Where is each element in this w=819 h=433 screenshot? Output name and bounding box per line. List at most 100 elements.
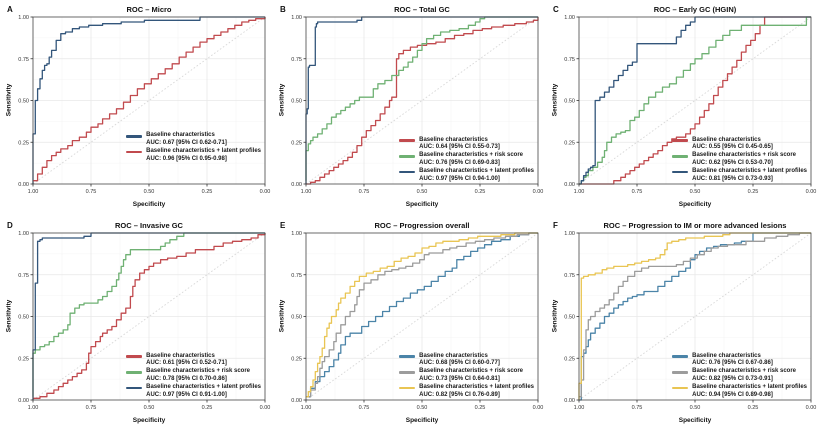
legend-line-swatch [672, 170, 689, 174]
legend-item: Baseline characteristics + latent profil… [399, 384, 534, 399]
legend-series-name: Baseline characteristics [146, 132, 215, 139]
legend-series-name: Baseline characteristics + latent profil… [419, 384, 534, 391]
x-tick-label: 0.25 [475, 189, 486, 195]
legend-series-name: Baseline characteristics + latent profil… [692, 384, 807, 391]
x-tick-label: 0.00 [806, 189, 817, 195]
roc-curve [306, 232, 538, 398]
roc-curve [32, 232, 265, 397]
y-tick-label: 0.00 [291, 398, 302, 404]
panel-letter: F [553, 221, 558, 230]
legend-item: Baseline characteristics AUC: 0.68 [95% C… [399, 353, 534, 368]
roc-panel-e: E ROC – Progression overall 1.00 0.75 0.50… [273, 217, 546, 433]
legend-auc-value: AUC: 0.96 [95% CI 0.95-0.98] [146, 155, 227, 162]
roc-curve [32, 16, 265, 184]
legend-line-swatch [672, 154, 689, 158]
roc-panel-a: A ROC – Micro 1.00 0.75 0.50 0.25 0.00 0.00 0.… [0, 1, 273, 217]
roc-curve [33, 17, 266, 182]
panel-letter: A [7, 5, 13, 14]
legend-line-swatch [672, 139, 689, 142]
roc-plot: 1.00 0.75 0.50 0.25 0.00 0.00 0.25 0.50 0.75 1.00 [18, 15, 270, 195]
roc-curve [579, 16, 811, 185]
roc-panel-f: F ROC – Progression to IM or more advanc… [546, 217, 819, 433]
roc-plot: 1.00 0.75 0.50 0.25 0.00 0.00 0.25 0.50 0.75 1.00 [291, 15, 543, 195]
x-tick-label: 0.25 [202, 405, 213, 411]
x-tick-label: 0.50 [417, 189, 428, 195]
legend: Baseline characteristics AUC: 0.55 [95% C… [672, 137, 807, 183]
x-tick-label: 1.00 [574, 405, 585, 411]
x-tick-label: 0.25 [748, 189, 759, 195]
x-tick-label: 0.25 [748, 405, 759, 411]
legend-text: Baseline characteristics + risk score AUC… [419, 152, 523, 167]
y-axis-label: Sensitivity [5, 299, 13, 333]
y-tick-label: 1.00 [291, 15, 302, 21]
legend-item: Baseline characteristics + latent profil… [126, 384, 261, 399]
x-tick-label: 0.75 [632, 405, 643, 411]
legend-text: Baseline characteristics AUC: 0.67 [95% C… [146, 132, 227, 147]
x-tick-label: 0.00 [806, 405, 817, 411]
x-tick-label: 0.00 [533, 405, 544, 411]
y-tick-label: 1.00 [18, 231, 29, 237]
y-tick-label: 0.25 [564, 356, 575, 362]
legend-series-name: Baseline characteristics [692, 352, 761, 359]
y-tick-label: 0.50 [564, 315, 575, 321]
x-tick-label: 0.50 [690, 189, 701, 195]
legend-item: Baseline characteristics + latent profil… [672, 384, 807, 399]
panel-title: ROC – Micro [126, 5, 172, 14]
legend-text: Baseline characteristics AUC: 0.55 [95% C… [692, 137, 773, 152]
legend-series-name: Baseline characteristics [419, 352, 488, 359]
y-tick-label: 1.00 [564, 231, 575, 237]
y-tick-label: 0.00 [564, 398, 575, 404]
legend: Baseline characteristics AUC: 0.67 [95% C… [126, 132, 261, 163]
y-tick-label: 0.25 [291, 140, 302, 146]
legend-auc-value: AUC: 0.62 [95% CI 0.53-0.70] [692, 159, 773, 166]
legend-text: Baseline characteristics + risk score AUC… [692, 152, 796, 167]
legend-auc-value: AUC: 0.82 [95% CI 0.76-0.89] [419, 391, 500, 398]
roc-curve [579, 16, 811, 185]
x-axis-label: Specificity [678, 417, 712, 424]
y-tick-label: 0.25 [291, 356, 302, 362]
legend-text: Baseline characteristics + latent profil… [146, 384, 261, 399]
panel-title: ROC – Total GC [394, 5, 450, 14]
legend-item: Baseline characteristics AUC: 0.76 [95% C… [672, 353, 807, 368]
x-tick-label: 0.25 [475, 405, 486, 411]
y-tick-label: 0.00 [564, 182, 575, 188]
roc-curve [32, 232, 265, 400]
y-axis-label: Sensitivity [5, 83, 13, 117]
x-axis-label: Specificity [405, 417, 439, 424]
y-tick-label: 0.25 [18, 356, 29, 362]
legend-line-swatch [399, 386, 416, 390]
diagonal-reference-line [578, 16, 812, 185]
legend-text: Baseline characteristics + latent profil… [692, 168, 807, 183]
legend-line-swatch [126, 370, 143, 374]
legend-text: Baseline characteristics AUC: 0.61 [95% C… [146, 353, 227, 368]
x-tick-label: 0.50 [144, 189, 155, 195]
legend-line-swatch [126, 386, 143, 390]
legend-text: Baseline characteristics + risk score AUC… [692, 368, 796, 383]
y-tick-label: 0.75 [291, 57, 302, 63]
legend-auc-value: AUC: 0.81 [95% CI 0.73-0.93] [692, 175, 773, 182]
legend-auc-value: AUC: 0.73 [95% CI 0.64-0.81] [419, 375, 500, 382]
y-tick-label: 0.25 [18, 140, 29, 146]
legend-text: Baseline characteristics AUC: 0.76 [95% C… [692, 353, 773, 368]
x-tick-label: 1.00 [574, 189, 585, 195]
legend-series-name: Baseline characteristics + risk score [419, 152, 524, 159]
legend: Baseline characteristics AUC: 0.64 [95% C… [399, 137, 534, 183]
panel-title: ROC – Progression overall [374, 221, 470, 230]
panel-letter: D [7, 221, 13, 230]
x-axis-label: Specificity [132, 201, 166, 208]
legend-line-swatch [399, 370, 416, 374]
legend-series-name: Baseline characteristics [419, 136, 488, 143]
legend-auc-value: AUC: 0.97 [95% CI 0.94-1.00] [419, 175, 500, 182]
diagonal-reference-line [578, 232, 812, 401]
legend-item: Baseline characteristics AUC: 0.67 [95% C… [126, 132, 261, 147]
legend-series-name: Baseline characteristics + latent profil… [692, 168, 807, 175]
legend-auc-value: AUC: 0.67 [95% CI 0.62-0.71] [146, 139, 227, 146]
diagonal-reference-line [305, 16, 539, 185]
roc-curve [305, 16, 538, 184]
x-tick-label: 1.00 [301, 405, 312, 411]
legend-item: Baseline characteristics + risk score AUC… [672, 368, 807, 383]
legend-line-swatch [126, 134, 143, 138]
x-axis-label: Specificity [132, 417, 166, 424]
roc-curve [579, 16, 811, 185]
legend-auc-value: AUC: 0.82 [95% CI 0.73-0.91] [692, 375, 773, 382]
